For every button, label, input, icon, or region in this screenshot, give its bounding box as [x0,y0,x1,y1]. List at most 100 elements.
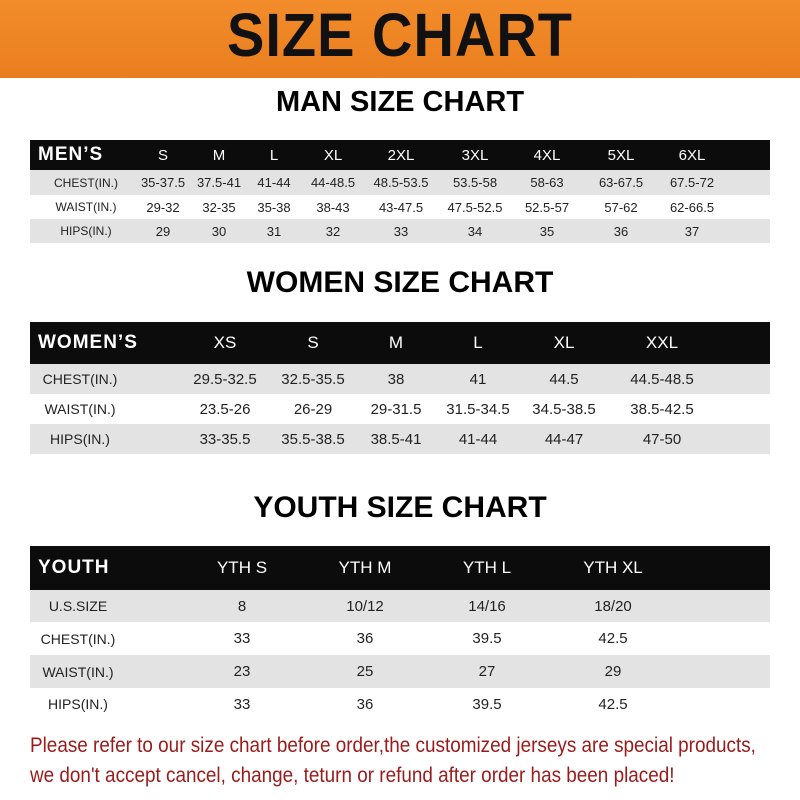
table-cell: 38.5-41 [370,430,422,448]
table-row: WAIST(IN.) 29-32 32-35 35-38 38-43 43-47.5 47.… [30,195,770,219]
row-label: HIPS(IN.) [60,224,112,238]
table-cell: 32 [325,223,341,239]
size-column-header: 2XL [387,146,415,164]
table-cell: 39.5 [472,630,502,647]
table-cell: 32.5-35.5 [281,370,345,388]
table-cell: 33 [393,223,409,239]
table-cell: 29 [155,223,171,239]
header-label: WOMEN’S [38,332,138,353]
table-cell: 53.5-58 [452,175,498,190]
youth-size-table: YOUTH YTH S YTH M YTH L YTH XL U.S.SIZE 8 10/12… [30,546,770,720]
table-cell: 47-50 [642,430,682,448]
table-row: CHEST(IN.) 33 36 39.5 42.5 [30,622,770,655]
size-column-header: YTH M [338,558,392,577]
table-cell: 58-63 [530,175,564,190]
table-row: HIPS(IN.) 29 30 31 32 33 34 35 36 37 [30,219,770,243]
men-size-table: MEN’S S M L XL 2XL 3XL 4XL 5XL 6XL CHEST(IN.) 35-37… [30,140,770,243]
row-label: HIPS(IN.) [50,431,110,447]
table-cell: 33 [233,695,251,713]
size-column-header: L [473,333,483,352]
table-cell: 29.5-32.5 [193,370,257,388]
table-cell: 33-35.5 [199,430,251,448]
table-cell: 30 [211,223,227,239]
row-label: HIPS(IN.) [48,696,108,712]
table-cell: 25 [356,663,374,680]
size-column-header: 5XL [607,146,635,164]
table-cell: 23 [233,663,251,680]
size-column-header: XS [213,333,237,352]
table-cell: 44-47 [544,430,584,448]
table-cell: 47.5-52.5 [447,199,503,215]
table-cell: 38 [387,370,405,388]
table-cell: 57-62 [604,199,638,215]
table-row: HIPS(IN.) 33-35.5 35.5-38.5 38.5-41 41-44 44-… [30,424,770,454]
table-cell: 35.5-38.5 [281,430,345,448]
table-cell: 36 [356,695,374,713]
size-column-header: 6XL [678,146,706,164]
table-cell: 37.5-41 [196,175,242,190]
size-column-header: 4XL [533,146,561,164]
size-column-header: YTH XL [583,558,643,577]
women-section-title: WOMEN SIZE CHART [246,266,554,299]
header-label: YOUTH [38,557,110,578]
table-row: HIPS(IN.) 33 36 39.5 42.5 [30,688,770,720]
size-column-header: YTH L [462,558,512,577]
table-header-row: YOUTH YTH S YTH M YTH L YTH XL [30,546,770,590]
table-cell: 52.5-57 [524,199,570,215]
size-column-header: XL [553,333,575,352]
table-cell: 23.5-26 [199,400,251,418]
table-cell: 34 [467,223,483,239]
size-column-header: M [212,146,226,164]
size-column-header: S [307,333,319,352]
table-cell: 62-66.5 [669,199,715,215]
table-header-row: WOMEN’S XS S M L XL XXL [30,322,770,364]
table-cell: 37 [684,223,700,239]
table-cell: 35-37.5 [140,175,186,190]
row-label: WAIST(IN.) [44,401,116,417]
table-row: CHEST(IN.) 29.5-32.5 32.5-35.5 38 41 44.5 44.5… [30,364,770,394]
table-cell: 18/20 [594,597,632,615]
header-label: MEN’S [38,144,104,165]
table-cell: 35 [539,223,555,239]
table-cell: 48.5-53.5 [373,175,429,190]
table-cell: 44-48.5 [310,175,356,190]
header-banner: SIZE CHART [0,0,800,78]
table-header-row: MEN’S S M L XL 2XL 3XL 4XL 5XL 6XL [30,140,770,170]
size-column-header: XL [323,146,343,164]
table-cell: 43-47.5 [378,199,424,215]
table-cell: 33 [233,630,251,647]
table-row: WAIST(IN.) 23 25 27 29 [30,655,770,688]
table-row: CHEST(IN.) 35-37.5 37.5-41 41-44 44-48.5 48.5… [30,170,770,195]
table-cell: 63-67.5 [598,175,644,190]
table-cell: 32-35 [202,199,236,215]
table-cell: 67.5-72 [669,175,715,190]
table-cell: 8 [237,597,247,615]
size-column-header: L [269,146,279,164]
table-row: U.S.SIZE 8 10/12 14/16 18/20 [30,590,770,622]
notice-line-2: we don't accept cancel, change, teturn o… [30,764,675,787]
men-section-title: MAN SIZE CHART [275,86,525,118]
table-cell: 35-38 [257,199,291,215]
table-row: WAIST(IN.) 23.5-26 26-29 29-31.5 31.5-34.5 34… [30,394,770,424]
row-label: CHEST(IN.) [42,371,118,387]
table-cell: 41 [469,370,487,388]
table-cell: 29-32 [146,199,180,215]
table-cell: 27 [478,663,496,680]
table-cell: 14/16 [468,597,506,615]
table-cell: 42.5 [598,630,628,647]
table-cell: 31 [266,223,282,239]
table-cell: 41-44 [458,430,498,448]
table-cell: 44.5-48.5 [630,370,694,388]
table-cell: 42.5 [598,695,628,713]
notice-line-1: Please refer to our size chart before or… [30,734,756,757]
row-label: WAIST(IN.) [42,663,114,680]
size-column-header: 3XL [461,146,489,164]
table-cell: 39.5 [472,695,502,713]
table-cell: 36 [613,223,629,239]
table-cell: 44.5 [549,370,579,388]
size-column-header: M [388,333,404,352]
table-cell: 10/12 [346,597,384,615]
table-cell: 41-44 [257,175,291,190]
table-cell: 29 [604,663,622,680]
youth-section-title: YOUTH SIZE CHART [253,491,547,524]
